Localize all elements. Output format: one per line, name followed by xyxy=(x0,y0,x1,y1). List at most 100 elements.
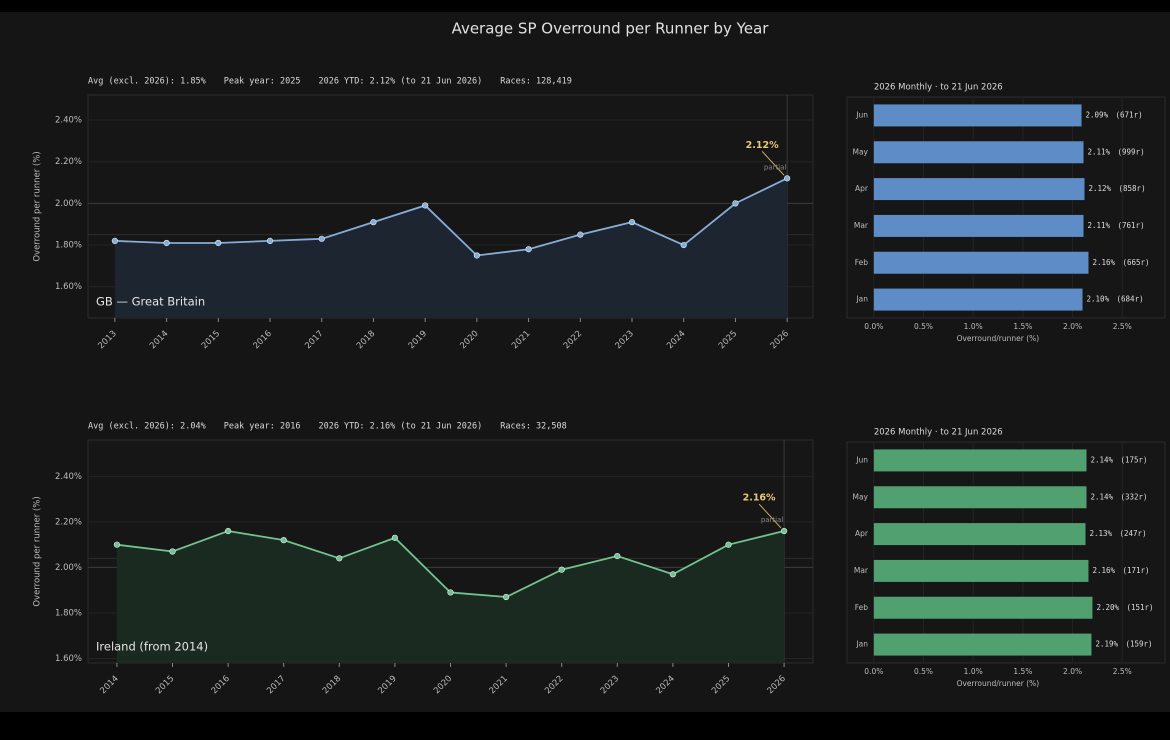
count-label: (858r) xyxy=(1119,184,1146,193)
y-tick-label: May xyxy=(852,492,868,501)
y-tick-label: 2.40% xyxy=(55,116,82,126)
panel-label: Ireland (from 2014) xyxy=(96,640,208,654)
y-tick-label: 2.20% xyxy=(55,157,82,167)
bar xyxy=(873,104,1082,127)
x-tick-label: 2.0% xyxy=(1063,322,1082,331)
annotation-arrow xyxy=(761,151,785,176)
point xyxy=(784,175,791,182)
annotation-arrow xyxy=(758,503,782,529)
point xyxy=(370,219,377,226)
value-label: 2.20% xyxy=(1096,603,1119,612)
y-tick-label: Mar xyxy=(854,566,869,575)
chart-title: Average SP Overround per Runner by Year xyxy=(452,20,770,38)
stat-text: Avg (excl. 2026): 2.04% xyxy=(88,422,206,432)
count-label: (247r) xyxy=(1120,529,1147,538)
y-tick-label: Jan xyxy=(855,295,868,304)
point xyxy=(628,219,636,226)
count-label: (175r) xyxy=(1120,455,1147,464)
x-axis-label: Overround/runner (%) xyxy=(957,334,1040,343)
x-tick-label: 0.5% xyxy=(914,322,933,331)
y-axis-label: Overround per runner (%) xyxy=(33,496,43,606)
x-tick-label: 2.0% xyxy=(1063,667,1082,676)
x-tick-label: 1.0% xyxy=(964,667,983,676)
value-label: 2.13% xyxy=(1090,529,1113,538)
x-tick-label: 0.0% xyxy=(864,667,883,676)
y-tick-label: May xyxy=(852,147,868,156)
x-tick-label: 1.5% xyxy=(1013,322,1032,331)
value-label: 2.11% xyxy=(1088,221,1111,230)
point xyxy=(336,555,343,562)
point xyxy=(318,235,325,242)
y-tick-label: Apr xyxy=(855,529,869,538)
y-tick-label: Feb xyxy=(855,603,869,612)
point xyxy=(473,252,480,259)
x-axis-label: Overround/runner (%) xyxy=(957,679,1040,688)
bar xyxy=(873,486,1087,509)
y-tick-label: Jun xyxy=(855,455,868,464)
y-tick-label: 2.40% xyxy=(55,472,82,482)
value-label: 2.16% xyxy=(1092,258,1115,267)
y-axis-label: Overround per runner (%) xyxy=(33,151,43,261)
y-tick-label: Feb xyxy=(855,258,869,267)
stat-text: Races: 32,508 xyxy=(500,422,567,432)
y-tick-label: 2.20% xyxy=(55,517,82,527)
x-tick-label: 1.5% xyxy=(1013,667,1032,676)
x-tick-label: 0.0% xyxy=(864,322,883,331)
y-tick-label: Mar xyxy=(854,221,869,230)
plot-area xyxy=(846,441,1166,664)
count-label: (665r) xyxy=(1122,258,1149,267)
value-label: 2.14% xyxy=(1090,492,1113,501)
bar xyxy=(873,596,1093,619)
bar xyxy=(873,559,1089,582)
area xyxy=(114,178,788,318)
annotation-note: partial xyxy=(764,163,787,171)
bar xyxy=(873,633,1092,656)
point xyxy=(614,552,621,560)
y-tick-label: Apr xyxy=(855,184,869,193)
count-label: (761r) xyxy=(1118,221,1145,230)
value-label: 2.11% xyxy=(1088,147,1111,156)
bar xyxy=(873,251,1089,274)
bar xyxy=(873,449,1087,472)
point xyxy=(422,202,429,209)
x-tick-label: 2.5% xyxy=(1113,322,1132,331)
x-tick-label: 2.5% xyxy=(1113,667,1132,676)
bar xyxy=(873,288,1083,311)
point xyxy=(215,239,222,247)
stat-text: Races: 128,419 xyxy=(500,77,572,87)
point xyxy=(780,527,788,535)
value-label: 2.10% xyxy=(1087,295,1110,304)
point xyxy=(111,237,118,244)
panel-label: GB — Great Britain xyxy=(96,295,205,309)
plot-area xyxy=(846,96,1166,319)
point xyxy=(113,541,121,548)
y-tick-label: 2.00% xyxy=(55,563,82,573)
count-label: (332r) xyxy=(1120,492,1147,501)
count-label: (151r) xyxy=(1126,603,1153,612)
point xyxy=(163,239,170,247)
count-label: (171r) xyxy=(1122,566,1149,575)
point xyxy=(669,571,676,578)
stat-text: 2026 YTD: 2.16% (to 21 Jun 2026) xyxy=(318,422,482,432)
point xyxy=(525,246,532,253)
value-label: 2.09% xyxy=(1086,110,1109,119)
point xyxy=(502,593,510,601)
y-tick-label: Jan xyxy=(855,640,868,649)
y-tick-label: 1.80% xyxy=(55,241,82,251)
bar xyxy=(873,523,1086,546)
y-tick-label: 1.80% xyxy=(55,608,82,618)
y-tick-label: 1.60% xyxy=(55,654,82,664)
bar xyxy=(873,178,1085,201)
x-tick-label: 1.0% xyxy=(964,322,983,331)
point xyxy=(225,527,232,535)
stat-text: Peak year: 2025 xyxy=(224,77,301,87)
annotation: 2.12% xyxy=(746,140,779,151)
y-tick-label: 1.60% xyxy=(55,282,82,292)
y-tick-label: Jun xyxy=(855,110,868,119)
count-label: (999r) xyxy=(1118,147,1145,156)
value-label: 2.14% xyxy=(1090,455,1113,464)
point xyxy=(391,534,399,541)
point xyxy=(680,241,687,249)
